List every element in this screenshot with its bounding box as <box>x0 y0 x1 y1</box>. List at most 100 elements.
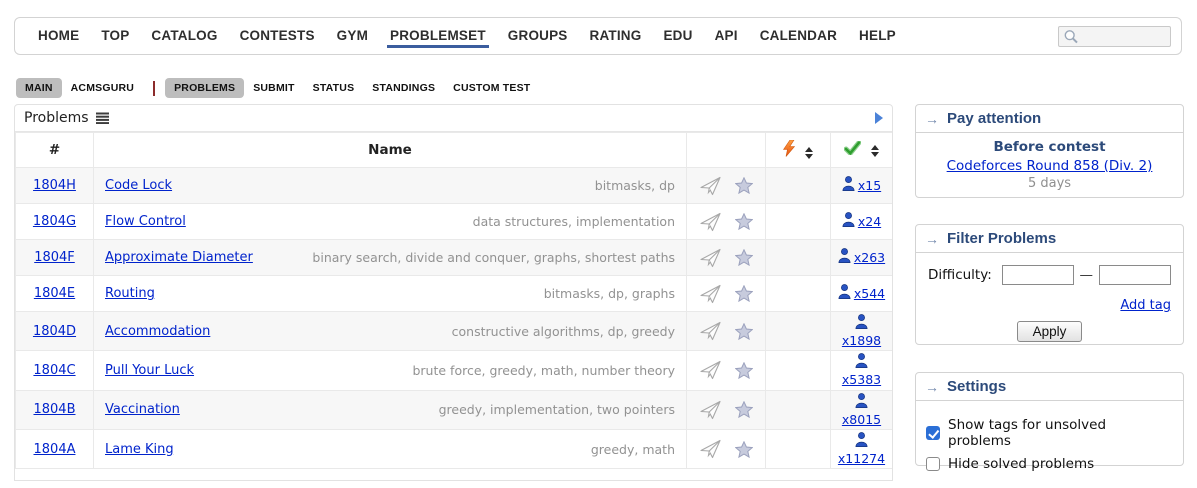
subnav-item-custom-test[interactable]: CUSTOM TEST <box>453 82 531 94</box>
problem-id-link[interactable]: 1804F <box>34 250 75 265</box>
subnav-item-acmsguru[interactable]: ACMSGURU <box>70 82 135 94</box>
subnav-item-problems[interactable]: PROBLEMS <box>165 78 245 98</box>
column-name[interactable]: Name <box>93 132 687 168</box>
favorite-star-icon[interactable] <box>735 249 753 266</box>
problem-name-cell: Pull Your Luck brute force, greedy, math,… <box>93 350 687 391</box>
solved-count-link[interactable]: x1898 <box>841 332 882 348</box>
submit-paper-plane-icon[interactable] <box>699 212 722 232</box>
problem-name-link[interactable]: Pull Your Luck <box>105 362 195 378</box>
difficulty-max-input[interactable] <box>1099 265 1171 285</box>
problem-name-link[interactable]: Vaccination <box>105 402 180 418</box>
problem-id-link[interactable]: 1804H <box>33 178 76 193</box>
search-input[interactable] <box>1079 28 1167 45</box>
problem-id-link[interactable]: 1804C <box>33 362 76 378</box>
problem-id-link[interactable]: 1804D <box>32 323 77 339</box>
difficulty-cell <box>765 167 831 204</box>
pay-attention-box: → Pay attention Before contest Codeforce… <box>915 104 1184 198</box>
problem-id-link[interactable]: 1804B <box>33 402 76 418</box>
nav-item-gym[interactable]: GYM <box>336 28 369 43</box>
nav-item-home[interactable]: HOME <box>38 28 80 43</box>
submit-paper-plane-icon[interactable] <box>699 321 722 341</box>
person-icon <box>855 314 868 334</box>
solved-count-link[interactable]: x15 <box>857 178 882 193</box>
problem-id-link[interactable]: 1804G <box>32 214 77 229</box>
search-box[interactable] <box>1058 26 1171 47</box>
nav-item-help[interactable]: HELP <box>859 28 896 43</box>
problem-tags: greedy, math <box>590 441 675 457</box>
problem-name-link[interactable]: Approximate Diameter <box>105 250 253 265</box>
contest-link[interactable]: Codeforces Round 858 (Div. 2) <box>946 158 1153 174</box>
difficulty-min-input[interactable] <box>1001 265 1074 285</box>
solved-count-link[interactable]: x8015 <box>841 411 882 427</box>
add-tag-link[interactable]: Add tag <box>1120 298 1171 313</box>
before-contest-label: Before contest <box>993 139 1106 155</box>
favorite-star-icon[interactable] <box>735 401 753 419</box>
sort-solved-control[interactable] <box>870 145 879 157</box>
problem-name-link[interactable]: Flow Control <box>105 214 186 229</box>
problem-row-1804B: 1804B Vaccination greedy, implementation, … <box>15 389 892 430</box>
nav-item-contests[interactable]: CONTESTS <box>239 28 315 43</box>
favorite-star-icon[interactable] <box>735 177 753 194</box>
nav-item-api[interactable]: API <box>714 28 738 43</box>
problem-name-link[interactable]: Code Lock <box>105 178 173 193</box>
subnav-item-status[interactable]: STATUS <box>312 82 355 94</box>
subnav-item-standings[interactable]: STANDINGS <box>372 82 436 94</box>
checkbox-checked[interactable] <box>926 426 940 440</box>
lightning-icon <box>783 139 796 157</box>
nav-item-catalog[interactable]: CATALOG <box>151 28 218 43</box>
nav-item-problemset[interactable]: PROBLEMSET <box>379 18 497 54</box>
person-icon <box>842 176 855 195</box>
solved-count-cell: x1898 <box>830 310 892 352</box>
favorite-star-icon[interactable] <box>735 285 753 302</box>
problem-name-link[interactable]: Accommodation <box>105 323 211 339</box>
favorite-star-icon[interactable] <box>735 361 753 379</box>
problem-name-cell: Approximate Diameter binary search, divid… <box>93 239 687 276</box>
nav-item-calendar[interactable]: CALENDAR <box>759 28 838 43</box>
solved-count-link[interactable]: x263 <box>853 250 886 265</box>
nav-item-top[interactable]: TOP <box>101 28 130 43</box>
range-separator: — <box>1079 267 1094 283</box>
submit-paper-plane-icon[interactable] <box>699 400 722 420</box>
nav-item-rating[interactable]: RATING <box>589 28 642 43</box>
expand-right-arrow-icon[interactable] <box>875 112 883 124</box>
column-difficulty[interactable] <box>765 132 831 168</box>
solved-count-link[interactable]: x11274 <box>837 450 886 466</box>
nav-item-groups[interactable]: GROUPS <box>507 28 568 43</box>
list-icon[interactable] <box>95 112 109 124</box>
problem-id-cell: 1804G <box>15 203 94 240</box>
problem-name-link[interactable]: Routing <box>105 286 155 301</box>
sort-difficulty-control[interactable] <box>804 146 813 159</box>
favorite-star-icon[interactable] <box>735 440 753 458</box>
problem-name-link[interactable]: Lame King <box>105 441 174 457</box>
submit-paper-plane-icon[interactable] <box>699 176 722 196</box>
favorite-star-icon[interactable] <box>735 322 753 340</box>
person-icon <box>842 212 855 231</box>
solved-count-link[interactable]: x544 <box>853 286 886 301</box>
problem-name-cell: Vaccination greedy, implementation, two p… <box>93 389 687 430</box>
column-solved[interactable] <box>830 132 892 168</box>
submit-paper-plane-icon[interactable] <box>699 284 722 304</box>
favorite-star-icon[interactable] <box>735 213 753 230</box>
nav-item-edu[interactable]: EDU <box>663 28 693 43</box>
problem-id-cell: 1804D <box>15 310 94 352</box>
pay-attention-title: Pay attention <box>947 110 1042 127</box>
problem-row-1804G: 1804G Flow Control data structures, implem… <box>15 203 892 240</box>
subnav-item-submit[interactable]: SUBMIT <box>253 82 295 94</box>
problem-id-link[interactable]: 1804E <box>33 286 76 301</box>
apply-button[interactable]: Apply <box>1016 321 1083 342</box>
column-number[interactable]: # <box>15 132 94 168</box>
green-check-icon <box>844 141 862 155</box>
actions-cell <box>686 275 766 312</box>
submit-paper-plane-icon[interactable] <box>699 439 722 459</box>
solved-count-link[interactable]: x5383 <box>841 372 882 388</box>
submit-paper-plane-icon[interactable] <box>699 248 722 268</box>
problem-id-link[interactable]: 1804A <box>33 441 76 457</box>
checkbox-unchecked[interactable] <box>926 457 940 471</box>
actions-cell <box>686 167 766 204</box>
submit-paper-plane-icon[interactable] <box>699 360 722 380</box>
solved-count-link[interactable]: x24 <box>857 214 882 229</box>
subnav-item-main[interactable]: MAIN <box>16 78 62 98</box>
secondary-navigation-bar: MAIN ACMSGURU PROBLEMS SUBMIT STATUS STANDING… <box>16 78 539 98</box>
settings-box: → Settings Show tags for unsolved proble… <box>915 372 1184 472</box>
problems-table: # Name <box>15 132 892 470</box>
